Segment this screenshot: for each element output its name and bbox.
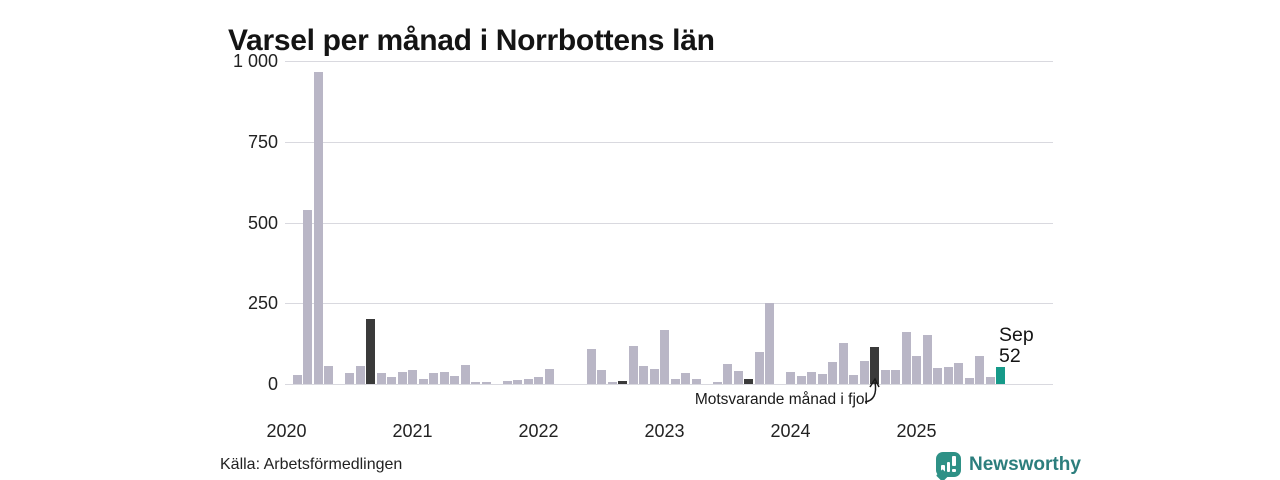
bar-2023-02 [670,379,680,384]
bar-2022-12 [649,369,659,384]
grid-line [285,303,1053,305]
x-axis-year-label: 2025 [896,421,937,441]
bar-2020-07 [345,373,354,384]
y-axis-tick-label: 250 [247,293,278,314]
bar-2021-05 [450,376,459,384]
annotation-label: Motsvarande månad i fjol [694,391,868,408]
bar-2025-09 [996,367,1005,384]
bar-2023-07 [723,364,732,384]
bar-2020-08 [355,366,365,384]
bar-2023-03 [681,373,690,384]
bar-2020-04 [313,72,323,384]
bar-2025-07 [975,356,984,384]
current-month-name: Sep [999,324,1034,346]
bar-2024-09 [870,347,879,384]
bar-2024-10 [880,370,890,384]
bar-2025-01 [912,356,921,384]
newsworthy-bubble-chart-icon [936,452,961,477]
bar-2022-06 [586,349,596,384]
bar-2023-01 [660,330,669,384]
newsworthy-logo[interactable]: Newsworthy [936,452,1081,477]
logo-bar-icon [941,465,945,472]
bar-2022-10 [628,346,638,384]
bar-2024-01 [786,372,795,384]
bar-2025-02 [922,335,932,384]
plot-area [285,61,1053,385]
bar-2021-06 [460,365,470,384]
bar-2025-05 [954,363,963,384]
bar-2020-11 [387,377,396,384]
bar-2023-11 [765,303,774,384]
y-axis-tick-label: 0 [267,374,278,394]
bar-2025-04 [943,367,953,384]
grid-line [285,61,1053,62]
newsworthy-wordmark: Newsworthy [969,453,1081,475]
bar-2023-06 [712,382,722,384]
bar-2020-12 [397,372,407,384]
y-axis-tick-label: 500 [247,212,278,233]
bar-2023-09 [744,379,753,384]
bar-2025-03 [933,368,942,384]
y-axis-tick-label: 1 000 [232,51,278,71]
bar-2021-11 [513,380,522,384]
logo-exclamation-icon [952,456,956,466]
bar-2022-11 [639,366,648,384]
bar-2022-07 [597,370,606,384]
chart-title: Varsel per månad i Norrbottens län [228,24,715,58]
grid-line [285,384,1053,385]
bar-2021-04 [439,372,449,384]
bar-2021-12 [523,379,533,384]
bar-2023-10 [754,352,764,384]
source-label: Källa: Arbetsförmedlingen [220,456,403,473]
bar-2020-02 [292,375,302,384]
bar-2025-08 [985,377,995,384]
bar-2023-04 [691,379,701,384]
bar-2024-02 [796,376,806,384]
bar-2024-05 [828,362,837,384]
current-month-value: 52 [999,345,1021,367]
bar-2022-08 [607,382,617,384]
bar-2024-11 [891,370,900,384]
grid-line [285,222,1053,224]
x-axis-year-label: 2021 [392,421,433,441]
bar-2024-07 [849,375,858,384]
bar-2025-06 [964,378,974,384]
y-axis-tick-label: 750 [247,131,278,152]
bar-2022-02 [544,369,554,384]
bar-2021-01 [408,370,417,384]
bar-2021-03 [429,373,438,384]
bar-2022-01 [534,377,543,384]
current-month-label: Sep 52 [999,325,1034,367]
bar-2024-08 [859,361,869,384]
bar-2020-03 [303,210,312,384]
x-axis-year-label: 2022 [518,421,559,441]
annotation-arrow-icon [864,377,880,403]
bar-2020-10 [376,373,386,384]
bar-2021-07 [471,382,480,384]
bar-2024-06 [838,343,848,384]
bar-2020-09 [366,319,375,384]
bar-2021-02 [418,379,428,384]
grid-line [285,141,1053,143]
bar-2023-08 [733,371,743,384]
bar-2024-04 [817,374,827,384]
bar-2022-09 [618,381,627,384]
bar-2024-12 [901,332,911,384]
bar-2020-05 [324,366,333,384]
bar-2021-10 [502,381,512,384]
bar-2024-03 [807,372,816,384]
logo-exclamation-dot-icon [952,468,956,472]
x-axis-year-label: 2023 [644,421,685,441]
logo-bar-icon [946,462,950,472]
x-axis-year-label: 2020 [266,421,307,441]
x-axis-year-label: 2024 [770,421,811,441]
bar-2021-08 [481,382,491,384]
